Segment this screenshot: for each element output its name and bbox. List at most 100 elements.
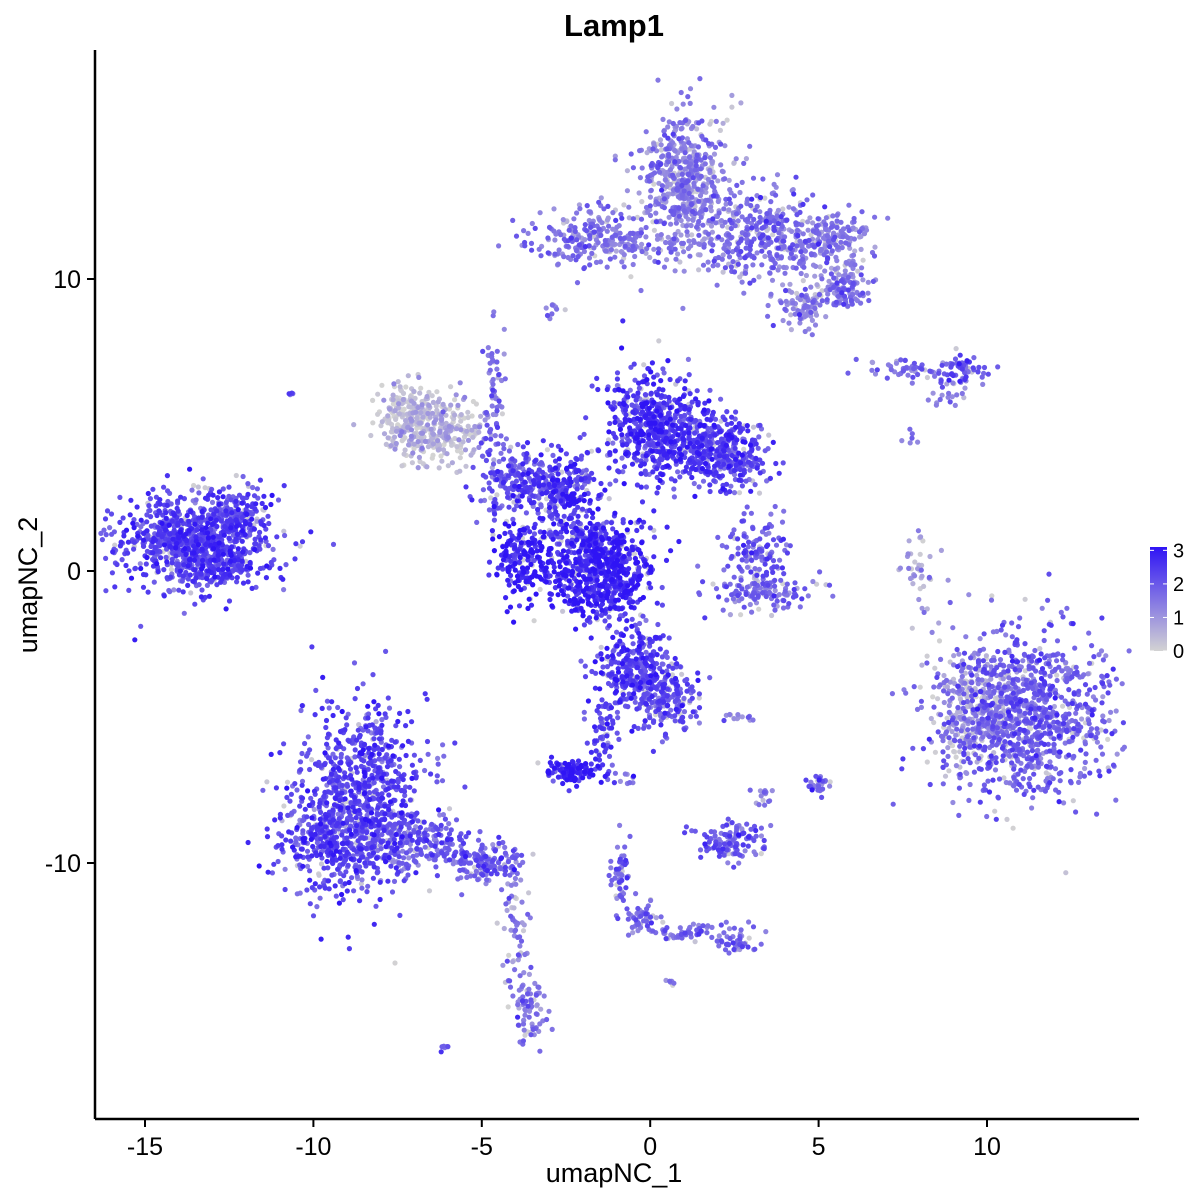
cell-point (419, 402, 425, 408)
cell-point (530, 851, 536, 857)
cell-point (658, 147, 665, 153)
cell-point (1076, 779, 1082, 786)
cell-point (944, 684, 951, 690)
cell-point (425, 751, 431, 757)
cell-point (430, 452, 436, 458)
cell-point (475, 837, 482, 843)
cell-point (626, 204, 632, 210)
cell-point (245, 572, 251, 578)
cell-point (552, 251, 558, 257)
cell-point (700, 183, 706, 189)
cell-point (953, 346, 959, 352)
cell-point (411, 446, 417, 452)
cell-point (756, 274, 762, 280)
cell-point (400, 396, 406, 403)
cell-point (762, 253, 768, 259)
cell-point (687, 86, 694, 92)
cell-point (845, 370, 851, 376)
cell-point (724, 544, 730, 550)
cell-point (358, 881, 364, 887)
cell-point (529, 220, 535, 227)
cell-point (589, 250, 595, 256)
cell-point (422, 767, 428, 774)
cell-point (910, 745, 916, 751)
cell-point (651, 181, 657, 187)
cell-point (962, 680, 968, 686)
cell-point (555, 261, 561, 267)
cell-point (690, 216, 696, 223)
cell-point (1054, 638, 1061, 644)
cell-point (705, 923, 711, 929)
cell-point (166, 587, 172, 594)
cell-point (797, 297, 804, 303)
cell-point (739, 279, 745, 285)
cell-point (909, 435, 915, 441)
cell-point (181, 610, 187, 616)
cell-point (619, 872, 625, 879)
cell-point (440, 812, 446, 818)
cell-point (630, 230, 636, 236)
cell-point (718, 418, 724, 424)
cell-point (735, 712, 741, 718)
cell-point (756, 434, 762, 440)
cell-point (739, 714, 745, 720)
cell-point (728, 225, 734, 232)
cell-point (840, 234, 846, 240)
cell-point (685, 94, 691, 100)
cell-point (893, 360, 900, 366)
cell-point (929, 629, 935, 636)
cell-point (917, 551, 923, 557)
cell-point (786, 204, 792, 210)
cell-point (526, 1014, 532, 1020)
cell-point (992, 767, 999, 773)
cell-point (954, 726, 960, 732)
cell-point (418, 410, 424, 416)
cell-point (996, 704, 1002, 710)
cell-point (326, 705, 332, 711)
cell-point (317, 895, 323, 901)
cell-point (941, 699, 947, 706)
cell-point (659, 739, 666, 745)
cell-point (758, 825, 765, 831)
cell-point (951, 653, 957, 659)
cell-point (721, 206, 727, 212)
cell-point (845, 274, 852, 281)
cell-point (430, 441, 436, 447)
cell-point (741, 290, 747, 296)
cell-point (921, 609, 927, 616)
cell-point (769, 277, 776, 283)
cell-point (639, 199, 645, 205)
cell-point (537, 1021, 543, 1027)
cell-point (798, 270, 804, 277)
cell-point (872, 214, 878, 220)
cell-point (643, 617, 649, 624)
cell-point (1051, 703, 1057, 710)
cell-point (1073, 664, 1079, 670)
cell-point (817, 569, 823, 575)
cell-point (395, 379, 401, 385)
cell-point (681, 188, 687, 194)
cell-point (316, 872, 322, 878)
cell-point (462, 447, 469, 453)
cell-point (604, 228, 610, 234)
cell-point (233, 472, 239, 479)
cell-point (543, 305, 549, 311)
cell-point (762, 195, 768, 201)
cell-point (711, 184, 717, 190)
cell-point (812, 273, 818, 279)
cell-point (422, 844, 428, 850)
cell-point (628, 274, 634, 280)
cell-point (659, 183, 666, 189)
cell-point (457, 380, 463, 386)
cell-point (519, 899, 525, 905)
cell-point (385, 413, 391, 419)
cell-point (619, 455, 625, 461)
cell-point (489, 403, 495, 409)
cell-point (458, 450, 464, 456)
cell-point (722, 176, 728, 182)
cell-point (1047, 759, 1053, 765)
cell-point (916, 596, 922, 603)
cell-point (518, 938, 525, 944)
cell-point (465, 423, 471, 429)
cell-point (458, 418, 464, 424)
